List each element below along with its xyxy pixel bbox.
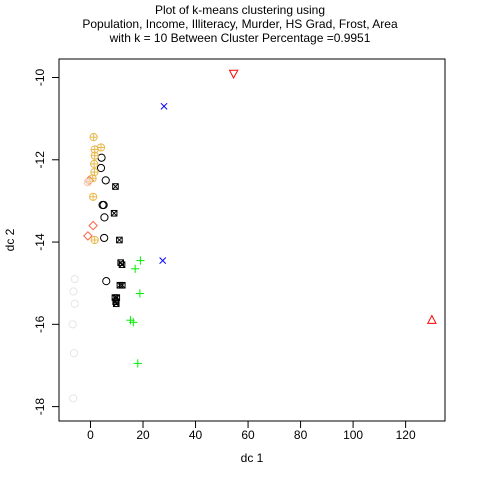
data-point bbox=[159, 257, 167, 265]
x-axis: 0 20 40 60 80 100 120 bbox=[87, 420, 416, 442]
data-point bbox=[89, 192, 98, 201]
chart-title-line-1: Plot of k-means clustering using bbox=[155, 3, 325, 17]
data-point bbox=[69, 287, 78, 296]
y-tick-label: -18 bbox=[33, 398, 47, 416]
chart-title-line-3: with k = 10 Between Cluster Percentage =… bbox=[109, 31, 371, 45]
data-point bbox=[69, 349, 79, 358]
data-point bbox=[136, 256, 145, 265]
x-tick-label: 0 bbox=[87, 428, 94, 442]
data-point bbox=[70, 274, 79, 284]
data-point bbox=[129, 318, 138, 327]
data-point bbox=[100, 233, 109, 243]
data-point bbox=[83, 178, 92, 187]
x-tick-label: 20 bbox=[136, 428, 150, 442]
x-axis-label: dc 1 bbox=[241, 451, 264, 465]
x-tick-label: 60 bbox=[241, 428, 255, 442]
data-point bbox=[116, 236, 123, 244]
data-point bbox=[118, 261, 126, 268]
data-point bbox=[118, 281, 126, 289]
data-point bbox=[101, 176, 110, 185]
data-point bbox=[68, 320, 77, 329]
data-point bbox=[228, 69, 239, 80]
data-point bbox=[90, 159, 99, 168]
y-tick-label: -16 bbox=[33, 315, 47, 333]
chart-title-line-2: Population, Income, Illiteracy, Murder, … bbox=[82, 17, 398, 31]
data-point bbox=[160, 102, 168, 110]
data-point bbox=[135, 289, 144, 298]
data-point bbox=[69, 394, 78, 403]
data-point bbox=[110, 209, 118, 217]
data-point bbox=[102, 277, 111, 286]
y-tick-label: -10 bbox=[33, 69, 47, 87]
data-point bbox=[112, 183, 119, 190]
y-tick-label: -14 bbox=[33, 233, 47, 251]
data-point bbox=[88, 220, 98, 231]
data-point bbox=[89, 133, 98, 142]
x-tick-label: 40 bbox=[189, 428, 203, 442]
data-point bbox=[133, 359, 142, 368]
data-point bbox=[100, 213, 109, 222]
data-point bbox=[83, 231, 93, 241]
x-tick-label: 120 bbox=[396, 428, 416, 442]
data-point bbox=[90, 235, 99, 245]
y-axis: -10 -12 -14 -16 -18 bbox=[33, 69, 60, 416]
y-tick-label: -12 bbox=[33, 151, 47, 169]
data-point bbox=[98, 200, 107, 210]
data-point bbox=[90, 151, 99, 160]
x-tick-label: 80 bbox=[294, 428, 308, 442]
x-tick-label: 100 bbox=[343, 428, 363, 442]
data-point bbox=[96, 163, 106, 173]
data-point bbox=[131, 264, 140, 273]
data-point bbox=[112, 300, 120, 308]
data-point bbox=[426, 314, 437, 324]
data-point bbox=[70, 299, 79, 308]
data-point bbox=[90, 168, 99, 177]
data-point bbox=[88, 174, 97, 183]
y-axis-label: dc 2 bbox=[3, 228, 17, 251]
data-points bbox=[68, 69, 437, 403]
